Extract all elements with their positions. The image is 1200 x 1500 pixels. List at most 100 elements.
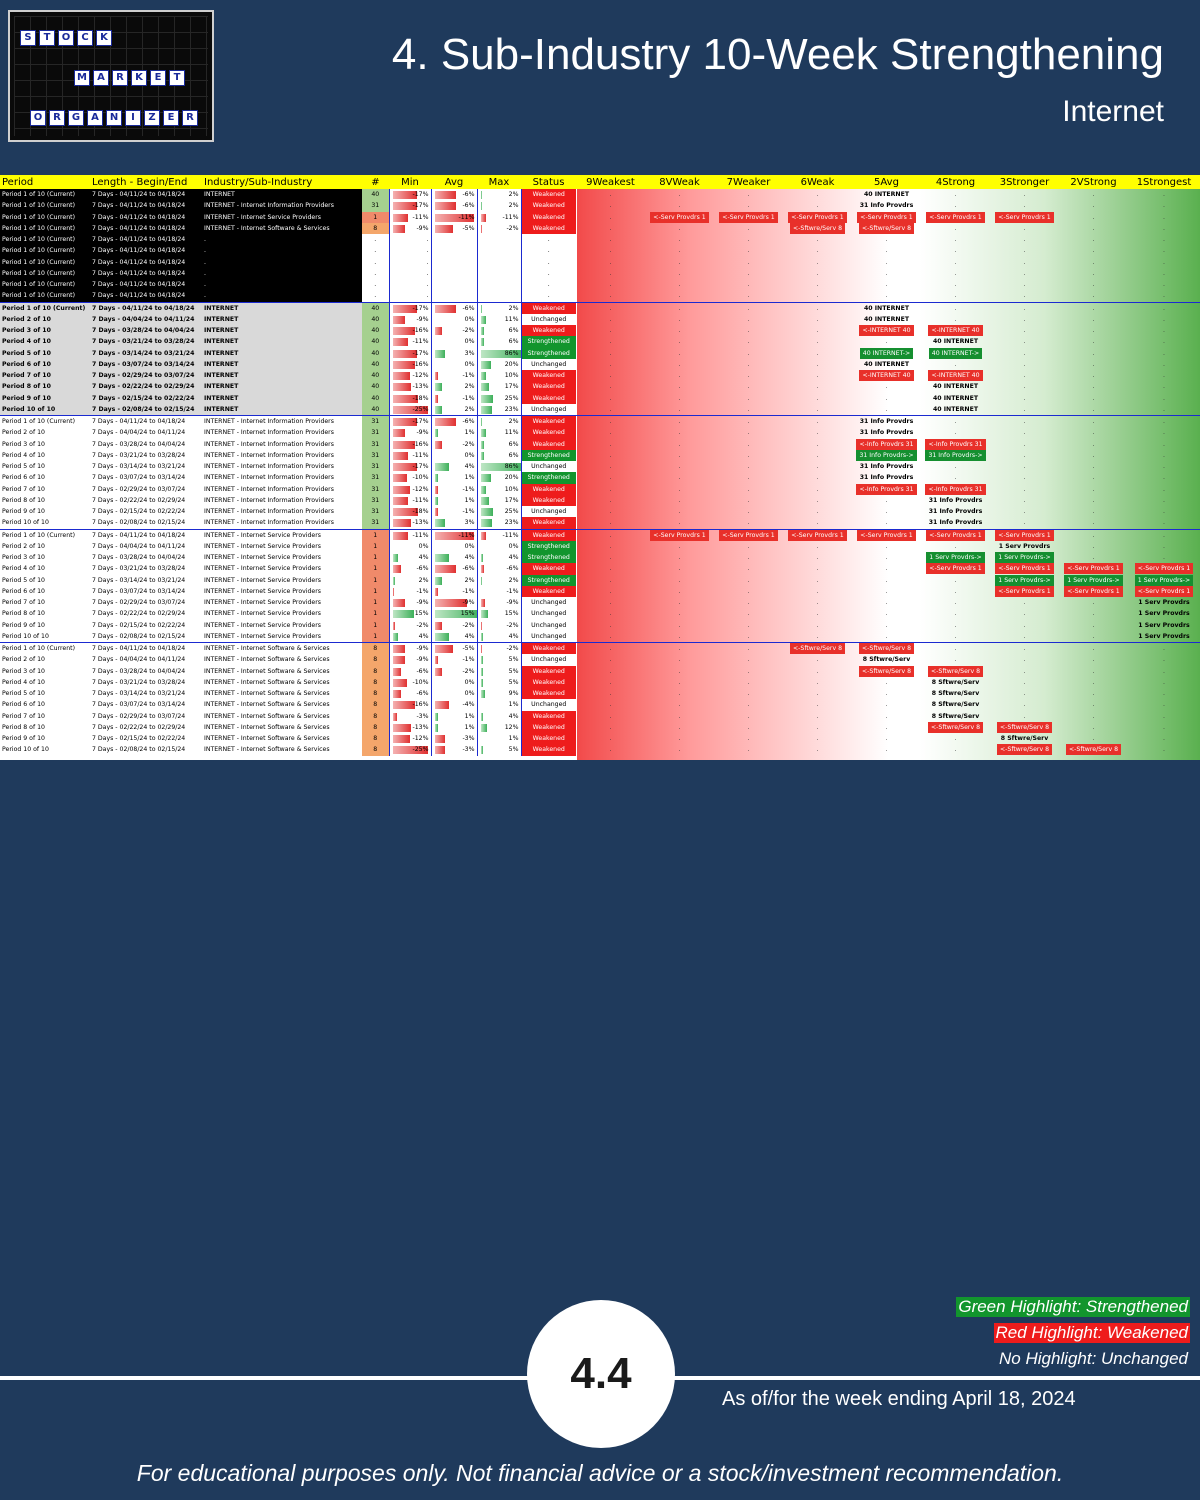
logo-letter-tile: K — [131, 70, 147, 86]
strength-cell: . — [954, 247, 957, 255]
strength-cell: . — [747, 632, 750, 640]
positive-bar — [480, 610, 489, 619]
min-cell: . — [388, 256, 431, 268]
strength-cell: . — [885, 383, 888, 391]
avg-cell: -1% — [430, 370, 477, 382]
strength-cell: . — [816, 746, 819, 754]
strength-cell: . — [678, 508, 681, 516]
strength-cell: . — [747, 554, 750, 562]
column-header: Length - Begin/End — [90, 175, 202, 189]
strength-cell: . — [921, 301, 990, 314]
strength-cell: <-Serv Provdrs 1 — [921, 528, 990, 541]
strength-cell: . — [1163, 701, 1165, 709]
strength-cell: . — [1023, 191, 1026, 199]
negative-bar — [434, 394, 439, 403]
positive-bar — [434, 610, 477, 619]
period-cell: Period 5 of 10 — [0, 347, 90, 359]
strength-cell: . — [678, 247, 681, 255]
period-cell: Period 4 of 10 — [2, 451, 45, 459]
strength-cell: . — [1092, 191, 1095, 199]
period-cell: Period 7 of 10 — [0, 370, 90, 382]
positive-bar — [434, 474, 439, 483]
status-cell: Weakened — [520, 665, 576, 677]
period-cell: Period 4 of 10 — [2, 565, 45, 573]
strength-cell: . — [816, 576, 819, 584]
status-cell: Weakened — [520, 370, 576, 382]
strength-cell: . — [954, 599, 957, 607]
strength-cell: . — [609, 519, 612, 527]
length-cell: 7 Days - 04/04/24 to 04/11/24 — [90, 313, 202, 325]
strength-cell: . — [645, 301, 714, 314]
strength-cell: . — [816, 496, 819, 504]
strength-cell: . — [609, 394, 612, 402]
strength-cell: . — [609, 542, 612, 550]
positive-bar — [480, 463, 521, 471]
table-row: Period 1 of 10 (Current) 7 Days - 04/11/2… — [0, 642, 1200, 655]
strength-cell: . — [609, 576, 612, 584]
negative-bar — [392, 565, 402, 574]
column-header: 3Stronger — [990, 175, 1059, 189]
strength-cell: . — [921, 642, 990, 655]
negative-bar — [392, 349, 417, 358]
strength-cell: . — [954, 269, 957, 277]
max-cell: 11% — [476, 313, 521, 325]
count-cell: . — [374, 281, 377, 289]
avg-cell: -11% — [430, 528, 477, 541]
strength-cell: . — [609, 372, 612, 380]
strength-cell: 40 INTERNET — [932, 338, 979, 346]
strength-cell: . — [1023, 372, 1026, 380]
negative-bar — [392, 304, 417, 313]
avg-cell: 2% — [430, 403, 477, 416]
strength-cell: . — [678, 236, 681, 244]
strength-cell: . — [885, 292, 888, 300]
strength-cell: . — [1092, 690, 1095, 698]
negative-bar — [392, 474, 407, 483]
industry-cell: INTERNET - Internet Information Provider… — [204, 440, 334, 448]
max-cell: 86% — [476, 347, 521, 359]
negative-bar — [392, 394, 419, 403]
strength-cell: . — [1163, 202, 1165, 210]
page-subtitle: Internet — [1062, 95, 1164, 128]
negative-bar — [392, 383, 412, 392]
strength-cell: . — [954, 610, 957, 618]
negative-bar — [434, 418, 457, 426]
strength-cell: . — [678, 440, 681, 448]
column-header: Max — [477, 175, 521, 189]
strength-cell: 40 INTERNET-> — [852, 347, 921, 359]
industry-cell: INTERNET — [202, 301, 362, 314]
max-cell: -2% — [476, 642, 521, 655]
status-cell: Weakened — [520, 392, 576, 404]
strength-cell: . — [747, 202, 750, 210]
length-cell: 7 Days - 02/08/24 to 02/15/24 — [92, 632, 186, 640]
count-cell: 1 — [362, 630, 389, 643]
strength-cell: . — [609, 213, 612, 221]
strength-cell: . — [1092, 429, 1095, 437]
avg-cell: 4% — [430, 461, 477, 473]
logo-letter-tile: A — [93, 70, 109, 86]
period-cell: Period 7 of 10 — [2, 712, 45, 720]
strength-cell: . — [678, 349, 681, 357]
positive-bar — [434, 712, 439, 721]
strength-cell: . — [885, 542, 888, 550]
strength-cell: . — [609, 474, 612, 482]
strength-cell: . — [885, 621, 888, 629]
column-header: Avg — [431, 175, 477, 189]
table-row: Period 6 of 10 7 Days - 03/07/24 to 03/14… — [0, 472, 1200, 484]
strength-cell: . — [954, 315, 957, 323]
strength-cell: . — [783, 415, 852, 428]
max-cell: 2% — [476, 301, 521, 314]
column-header: 9Weakest — [576, 175, 645, 189]
strength-cell: 31 Info Provdrs — [928, 496, 983, 504]
strength-cell: . — [816, 372, 819, 380]
strength-cell: . — [747, 656, 750, 664]
min-cell: -9% — [388, 222, 431, 234]
strength-cell: . — [678, 224, 681, 232]
strength-cell: . — [609, 678, 612, 686]
negative-bar — [434, 440, 442, 449]
table-row: Period 6 of 10 7 Days - 03/07/24 to 03/14… — [0, 358, 1200, 370]
strength-cell: <-Serv Provdrs 1 — [990, 528, 1059, 541]
min-cell: . — [388, 279, 431, 291]
strength-cell: . — [990, 301, 1059, 314]
strength-cell: <-Serv Provdrs 1 — [645, 528, 714, 541]
industry-cell: INTERNET — [202, 403, 362, 416]
